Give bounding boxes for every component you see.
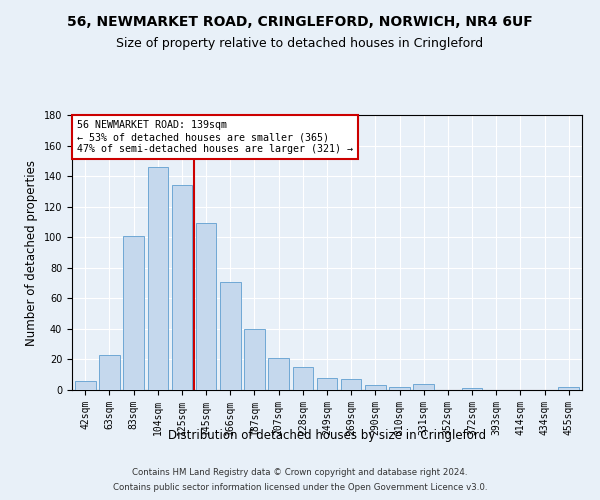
Bar bbox=[75, 381, 95, 390]
Text: Contains public sector information licensed under the Open Government Licence v3: Contains public sector information licen… bbox=[113, 483, 487, 492]
Bar bbox=[413, 384, 434, 390]
Text: 56 NEWMARKET ROAD: 139sqm
← 53% of detached houses are smaller (365)
47% of semi: 56 NEWMARKET ROAD: 139sqm ← 53% of detac… bbox=[77, 120, 353, 154]
Text: Distribution of detached houses by size in Cringleford: Distribution of detached houses by size … bbox=[168, 428, 486, 442]
Bar bbox=[172, 186, 192, 390]
Text: 56, NEWMARKET ROAD, CRINGLEFORD, NORWICH, NR4 6UF: 56, NEWMARKET ROAD, CRINGLEFORD, NORWICH… bbox=[67, 15, 533, 29]
Bar bbox=[268, 358, 289, 390]
Bar bbox=[99, 355, 120, 390]
Bar bbox=[293, 367, 313, 390]
Bar bbox=[148, 167, 168, 390]
Bar bbox=[389, 387, 410, 390]
Bar bbox=[365, 386, 386, 390]
Bar bbox=[317, 378, 337, 390]
Bar bbox=[559, 387, 579, 390]
Text: Contains HM Land Registry data © Crown copyright and database right 2024.: Contains HM Land Registry data © Crown c… bbox=[132, 468, 468, 477]
Text: Size of property relative to detached houses in Cringleford: Size of property relative to detached ho… bbox=[116, 38, 484, 51]
Bar bbox=[341, 380, 361, 390]
Bar bbox=[124, 236, 144, 390]
Bar bbox=[220, 282, 241, 390]
Bar bbox=[462, 388, 482, 390]
Y-axis label: Number of detached properties: Number of detached properties bbox=[25, 160, 38, 346]
Bar bbox=[196, 224, 217, 390]
Bar bbox=[244, 329, 265, 390]
